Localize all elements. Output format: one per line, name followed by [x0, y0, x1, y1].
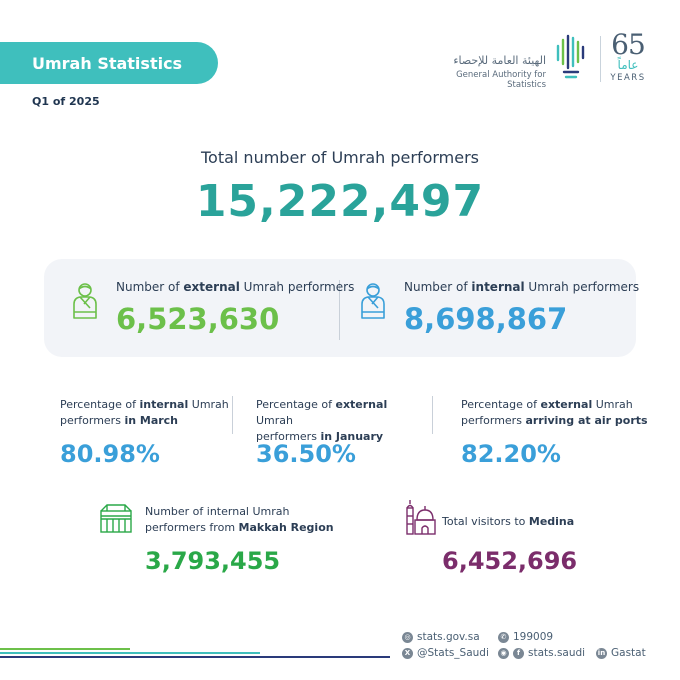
- period-label: Q1 of 2025: [32, 95, 100, 108]
- title-ribbon: Umrah Statistics: [0, 42, 218, 84]
- external-performers-value: 6,523,630: [116, 302, 280, 336]
- mosque-icon: [404, 498, 436, 540]
- gastat-logo-icon: [554, 34, 588, 86]
- anniversary-en: YEARS: [610, 73, 646, 83]
- facebook-icon: f: [513, 647, 524, 659]
- pct-divider: [232, 396, 233, 434]
- phone-link[interactable]: ✆ 199009: [498, 631, 553, 643]
- phone-icon: ✆: [498, 631, 509, 643]
- linkedin-link[interactable]: in Gastat: [596, 647, 646, 659]
- makkah-value: 3,793,455: [145, 547, 281, 575]
- total-value: 15,222,497: [195, 176, 485, 227]
- pct-external-january-value: 36.50%: [256, 440, 356, 468]
- website-link[interactable]: ◎ stats.gov.sa: [402, 631, 480, 643]
- logo-divider: [600, 36, 601, 82]
- globe-icon: ◎: [402, 631, 413, 643]
- pilgrim-icon: [358, 282, 388, 324]
- medina-label: Total visitors to Medina: [442, 515, 575, 528]
- internal-performers-value: 8,698,867: [404, 302, 568, 336]
- pilgrim-icon: [70, 282, 100, 324]
- logo-name-ar: الهيئة العامة للإحصاء: [453, 54, 546, 67]
- pct-external-airports-value: 82.20%: [461, 440, 561, 468]
- footer-line-teal: [0, 652, 260, 654]
- facebook-link[interactable]: ◉ f stats.saudi: [498, 647, 585, 659]
- page-title: Umrah Statistics: [32, 53, 183, 73]
- kaaba-icon: [98, 502, 134, 538]
- pct-internal-march-label: Percentage of internal Umrah performers …: [60, 398, 229, 427]
- total-label: Total number of Umrah performers: [200, 148, 480, 167]
- card-divider: [339, 280, 340, 340]
- pct-divider: [432, 396, 433, 434]
- makkah-label: Number of internal Umrah performers from…: [145, 505, 334, 534]
- logo-name-en: General Authority for Statistics: [456, 70, 546, 90]
- anniversary-ar: عاماً: [617, 58, 639, 72]
- linkedin-icon: in: [596, 647, 607, 659]
- footer-line-green: [0, 648, 130, 650]
- performers-card: [44, 259, 636, 357]
- x-link[interactable]: X @Stats_Saudi: [402, 647, 489, 659]
- medina-value: 6,452,696: [442, 547, 578, 575]
- internal-performers-label: Number of internal Umrah performers: [404, 280, 640, 294]
- pct-internal-march-value: 80.98%: [60, 440, 160, 468]
- instagram-icon: ◉: [498, 647, 509, 659]
- external-performers-label: Number of external Umrah performers: [116, 280, 355, 294]
- pct-external-january-label: Percentage of external Umrah performers …: [256, 398, 388, 443]
- x-icon: X: [402, 647, 413, 659]
- footer-line-navy: [0, 656, 390, 658]
- pct-external-airports-label: Percentage of external Umrah performers …: [461, 398, 648, 427]
- anniversary-number: 65: [611, 28, 646, 61]
